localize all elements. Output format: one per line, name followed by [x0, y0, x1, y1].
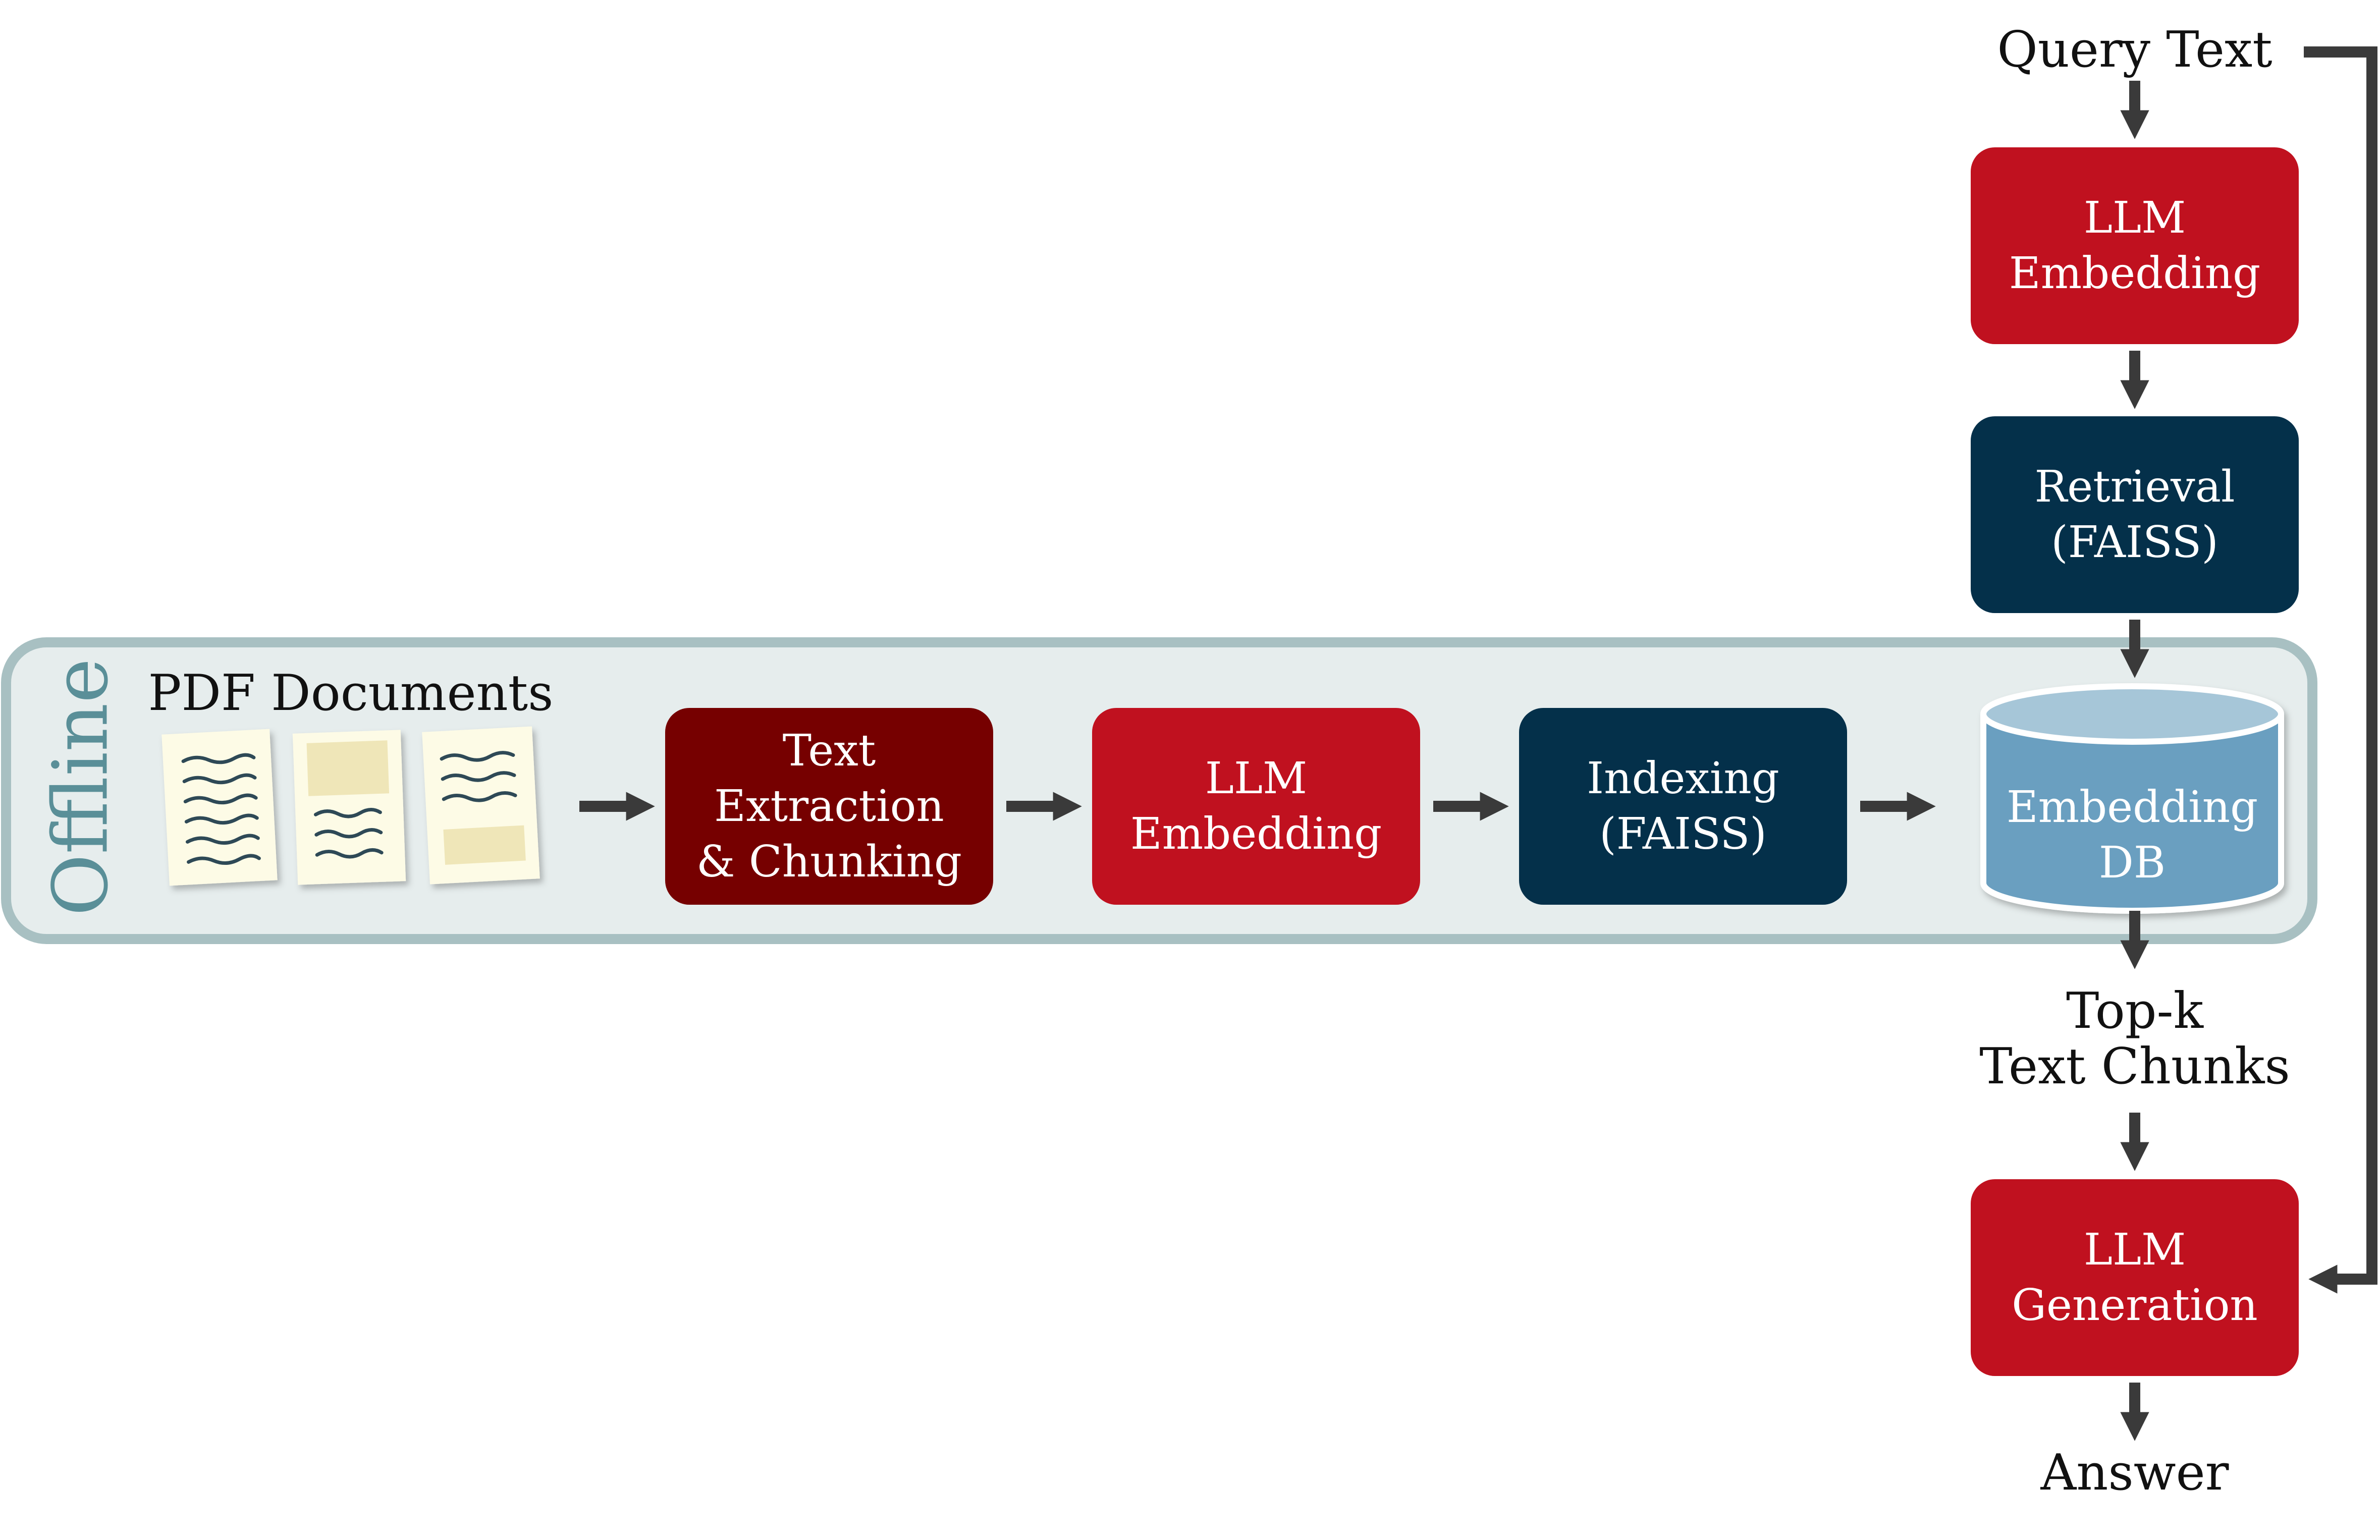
- query-text-label: Query Text: [1997, 21, 2273, 79]
- pdf-documents-label: PDF Documents: [148, 665, 554, 723]
- indexing-faiss-box: Indexing (FAISS): [1519, 708, 1847, 905]
- arrow-query-bypass-to-generation: [2304, 46, 2377, 1294]
- offline-label-text: Offline: [37, 658, 125, 916]
- embedding-db-label: Embedding DB: [2006, 782, 2258, 888]
- embedding-db-cylinder: [1980, 683, 2284, 914]
- llm-embedding-query-label: LLM Embedding: [2009, 192, 2261, 299]
- llm-generation-label: LLM Generation: [2012, 1224, 2258, 1331]
- pdf-document-icon-3: [422, 726, 540, 885]
- llm-generation-box: LLM Generation: [1971, 1179, 2299, 1376]
- pdf-document-icon-2: [292, 730, 406, 885]
- retrieval-faiss-box: Retrieval (FAISS): [1971, 416, 2299, 613]
- text-extraction-chunking-box: Text Extraction & Chunking: [665, 708, 993, 905]
- llm-embedding-offline-box: LLM Embedding: [1092, 708, 1420, 905]
- indexing-faiss-label: Indexing (FAISS): [1587, 753, 1779, 859]
- offline-section-label: Offline: [30, 653, 131, 921]
- pdf-document-icon-1: [161, 729, 278, 886]
- text-extraction-chunking-label: Text Extraction & Chunking: [696, 725, 962, 888]
- retrieval-faiss-label: Retrieval (FAISS): [2034, 461, 2235, 568]
- topk-text-chunks-label: Top-k Text Chunks: [1979, 982, 2290, 1095]
- llm-embedding-offline-label: LLM Embedding: [1130, 753, 1382, 859]
- llm-embedding-query-box: LLM Embedding: [1971, 147, 2299, 344]
- answer-label: Answer: [2040, 1444, 2229, 1502]
